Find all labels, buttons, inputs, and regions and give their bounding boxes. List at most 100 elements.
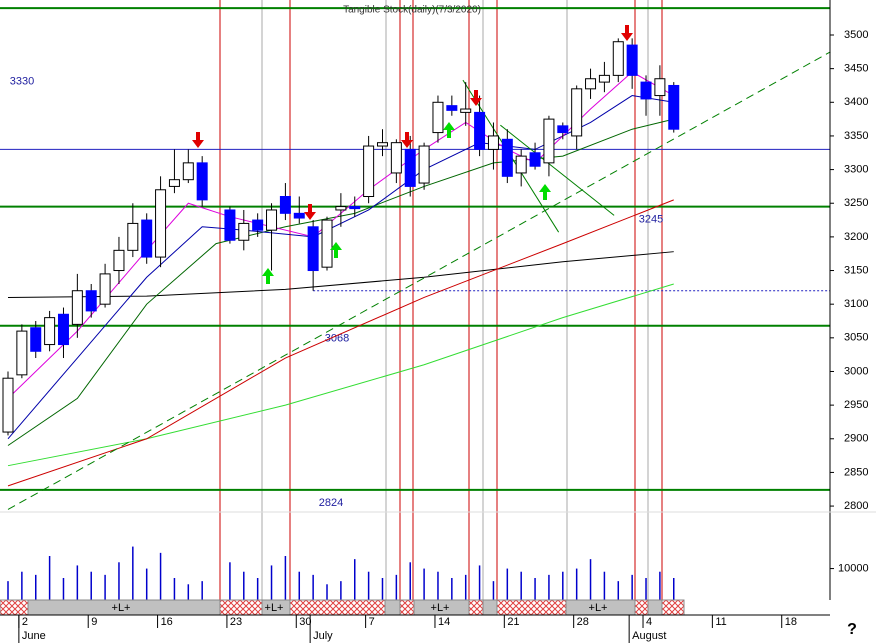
month-label: August [632, 630, 666, 642]
candle-body [168, 179, 180, 187]
chart-title: Tangible Stock(daily)(7/3/2020) [343, 5, 481, 16]
y-tick-label: 2850 [844, 466, 868, 478]
candle-body [598, 74, 610, 83]
x-tick-label: 21 [507, 616, 519, 628]
level-label: 3068 [325, 333, 349, 345]
candle-body [376, 142, 388, 147]
x-tick-label: 28 [577, 616, 589, 628]
candle-body [44, 317, 56, 346]
buy-arrow [539, 184, 551, 200]
candle-body [224, 209, 236, 241]
moving-average [7, 199, 674, 487]
band-red [468, 599, 484, 616]
candle-body [640, 81, 652, 100]
candle-body [418, 145, 430, 184]
y-tick-label: 2900 [844, 433, 868, 445]
sell-arrow [470, 90, 482, 106]
candle-body [141, 219, 153, 258]
x-tick-label: 30 [299, 616, 311, 628]
signals [192, 25, 633, 284]
sell-arrow [304, 204, 316, 220]
x-tick-label: 18 [785, 616, 797, 628]
y-tick-label: 3250 [844, 197, 868, 209]
candle-body [390, 142, 402, 174]
candle-body [99, 273, 111, 305]
signal-band: +L+ +L+ +L+ +L+ [0, 599, 685, 616]
y-tick-label: 3150 [844, 264, 868, 276]
x-tick-label: 16 [161, 616, 173, 628]
candle-body [30, 327, 42, 352]
x-tick-label: 4 [646, 616, 652, 628]
y-tick-label: 3350 [844, 130, 868, 142]
candle-body [113, 249, 125, 272]
buy-arrow [330, 242, 342, 258]
candle-body [279, 196, 291, 214]
help-button[interactable]: ? [847, 621, 857, 638]
band-red [0, 599, 29, 616]
band-gray [647, 599, 663, 616]
band-red [496, 599, 567, 616]
y-tick-label: 2950 [844, 399, 868, 411]
band-label: +L+ [431, 602, 450, 614]
y-tick-label: 3300 [844, 163, 868, 175]
candle-body [432, 101, 444, 134]
level-label: 2824 [319, 497, 343, 509]
candle-body [404, 148, 416, 187]
sell-arrow [401, 132, 413, 148]
y-tick-label: 3400 [844, 96, 868, 108]
candle-body [515, 155, 527, 174]
candle-body [585, 78, 597, 90]
moving-average [7, 251, 674, 298]
candle-body [127, 222, 139, 251]
band-red [289, 599, 386, 616]
candle-body [571, 88, 583, 137]
y-tick-label: 2800 [844, 500, 868, 512]
candle-body [307, 226, 319, 272]
buy-arrow [443, 122, 455, 138]
volume-tick-label: 10000 [838, 562, 869, 574]
candle-body [57, 313, 69, 346]
x-tick-label: 7 [369, 616, 375, 628]
x-tick-label: 14 [438, 616, 450, 628]
band-red [399, 599, 415, 616]
candle-body [446, 105, 458, 111]
y-tick-label: 3500 [844, 29, 868, 41]
candle-body [529, 152, 541, 167]
trend-line [7, 51, 831, 510]
moving-average [7, 283, 674, 467]
candle-body [238, 222, 250, 241]
moving-average [7, 95, 674, 440]
x-tick-label: 11 [715, 616, 726, 628]
candle-body [85, 290, 97, 312]
x-tick-label: 9 [91, 616, 97, 628]
y-tick-label: 3450 [844, 63, 868, 75]
band-red [634, 599, 649, 616]
candle-body [155, 189, 167, 258]
candle-body [266, 209, 278, 231]
level-label: 3245 [639, 214, 663, 226]
cycle-lines [219, 0, 663, 600]
y-tick-label: 3200 [844, 231, 868, 243]
candle-body [543, 118, 555, 164]
month-label: June [22, 630, 46, 642]
candle-body [196, 162, 208, 201]
band-red [661, 599, 685, 616]
candle-body [182, 162, 194, 181]
candle-body [16, 330, 28, 376]
candle-body [335, 206, 347, 211]
y-tick-label: 3050 [844, 332, 868, 344]
trend-line [500, 124, 615, 216]
candle-body [612, 41, 624, 76]
candle-body [252, 219, 264, 231]
x-tick-label: 23 [230, 616, 242, 628]
candle-body [2, 377, 14, 433]
candle-body [626, 44, 638, 76]
candle-body [349, 206, 361, 210]
candle-body [460, 108, 472, 113]
level-label: 3330 [10, 75, 34, 87]
band-gray [482, 599, 498, 616]
candle-body [363, 145, 375, 198]
candle-body [487, 135, 499, 150]
